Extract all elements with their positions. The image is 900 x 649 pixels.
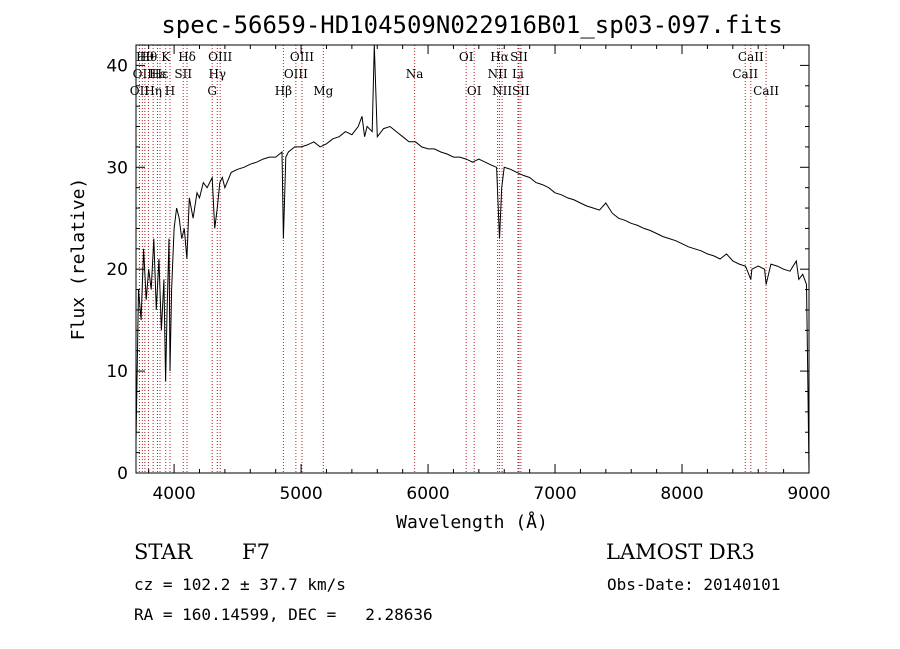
x-axis-ticks: 4000 5000 6000 7000 8000 9000 <box>148 45 831 504</box>
line-label-29: CaII <box>753 84 779 98</box>
line-label-7: K <box>161 50 171 64</box>
line-label-10: Hδ <box>178 50 196 64</box>
line-label-28: CaII <box>738 50 764 64</box>
x-tick-label-0: 4000 <box>152 484 195 504</box>
spectral-line-labels: OIIOIIHθHθHηHεHεKHSIIHδGHγOIIIHβOIIIOIII… <box>130 50 779 98</box>
line-label-26: SII <box>512 84 530 98</box>
line-label-14: Hβ <box>275 84 292 98</box>
spectrum-series-line <box>135 44 810 474</box>
line-label-18: Na <box>406 67 424 81</box>
line-label-3: Hθ <box>140 50 158 64</box>
line-label-21: NII <box>488 67 508 81</box>
line-label-20: OI <box>467 84 482 98</box>
line-label-27: CaII <box>732 67 758 81</box>
line-label-25: SII <box>510 50 528 64</box>
line-label-16: OIII <box>290 50 314 64</box>
x-tick-label-4: 8000 <box>660 484 703 504</box>
line-label-6: Hε <box>152 67 169 81</box>
y-tick-label-1: 10 <box>106 362 128 382</box>
line-label-19: OI <box>459 50 474 64</box>
x-axis-label: Wavelength (Å) <box>396 511 548 533</box>
x-tick-label-3: 7000 <box>533 484 576 504</box>
x-tick-label-1: 5000 <box>279 484 322 504</box>
x-tick-label-2: 6000 <box>406 484 449 504</box>
line-label-13: OIII <box>208 50 232 64</box>
line-label-9: SII <box>174 67 192 81</box>
y-tick-label-4: 40 <box>106 56 128 76</box>
spectral-line-markers <box>138 45 767 473</box>
line-label-17: Mg <box>313 84 333 98</box>
object-class: STAR <box>134 540 193 564</box>
x-tick-label-5: 9000 <box>787 484 830 504</box>
line-label-15: OIII <box>284 67 308 81</box>
survey-name: LAMOST DR3 <box>606 540 755 564</box>
y-axis-ticks: 0 10 20 30 40 <box>106 44 809 484</box>
observation-date: Obs-Date: 20140101 <box>607 575 781 594</box>
line-label-12: Hγ <box>208 67 226 81</box>
line-label-0: OII <box>130 84 150 98</box>
ra-dec-coordinates: RA = 160.14599, DEC = 2.28636 <box>134 605 433 624</box>
y-axis-label: Flux (relative) <box>68 178 89 341</box>
y-tick-label-3: 30 <box>106 158 128 178</box>
line-label-1: OII <box>133 67 153 81</box>
line-label-4: Hη <box>144 84 162 98</box>
line-label-23: NII <box>492 84 512 98</box>
line-label-2: Hθ <box>136 50 154 64</box>
chart-title: spec-56659-HD104509N022916B01_sp03-097.f… <box>161 11 782 39</box>
object-subclass: F7 <box>242 540 270 564</box>
y-tick-label-2: 20 <box>106 260 128 280</box>
plot-frame <box>135 44 810 474</box>
line-label-5: Hε <box>149 67 166 81</box>
line-label-11: G <box>207 84 217 98</box>
redshift-value: cz = 102.2 ± 37.7 km/s <box>134 575 346 594</box>
line-label-24: Li <box>512 67 524 81</box>
line-label-22: Hα <box>490 50 509 64</box>
y-tick-label-0: 0 <box>117 464 128 484</box>
line-label-8: H <box>165 84 175 98</box>
